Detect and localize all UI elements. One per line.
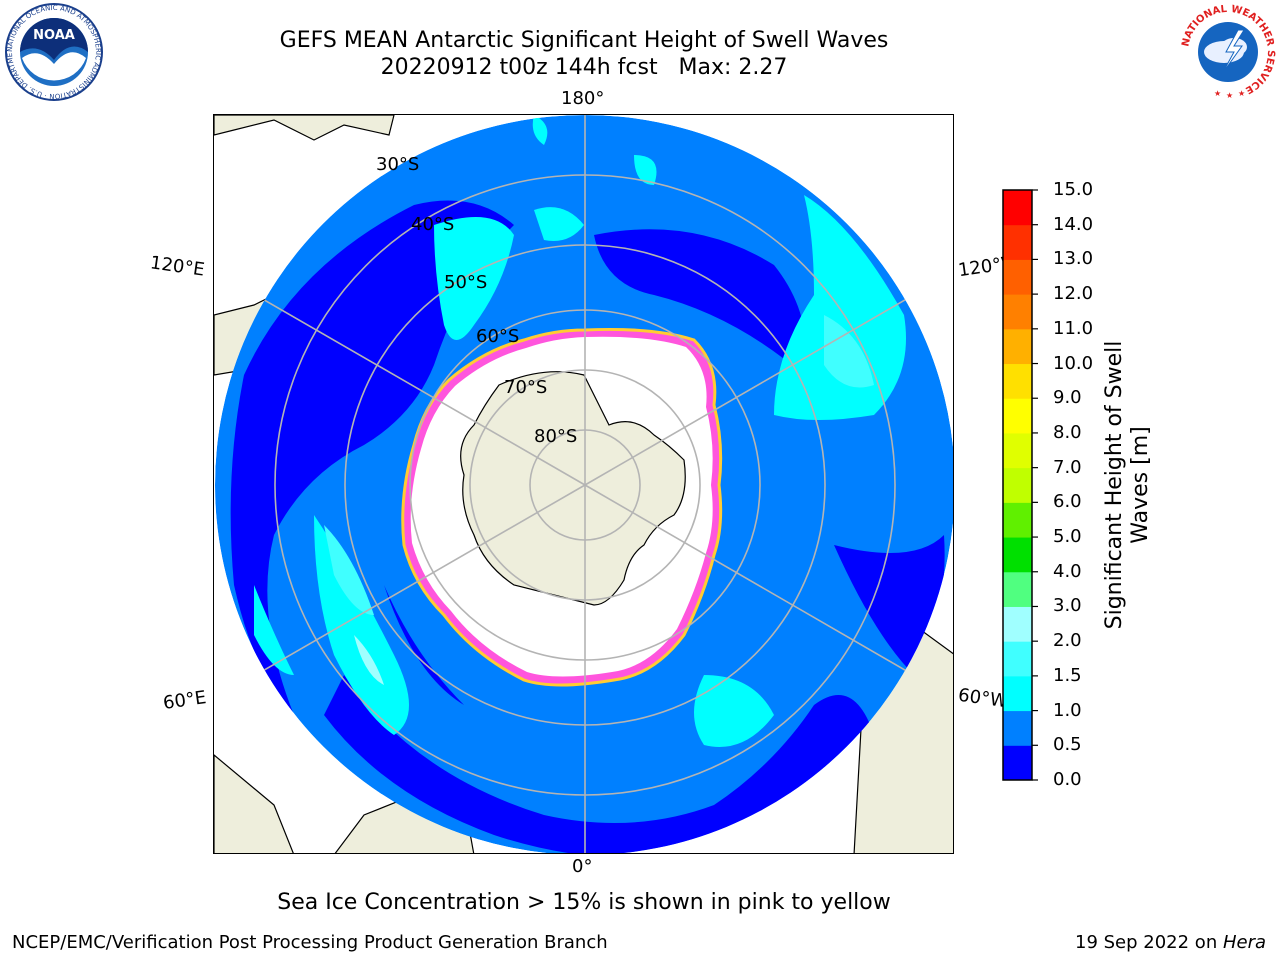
lon-label-0: 0°	[572, 856, 593, 877]
lon-label-120e: 120°E	[148, 252, 206, 281]
colorbar-tick-label: 0.0	[1053, 769, 1082, 790]
lat-label-30s: 30°S	[376, 154, 419, 175]
colorbar-tick-label: 15.0	[1053, 179, 1094, 200]
lat-label-70s: 70°S	[504, 377, 547, 398]
colorbar-segment	[1003, 502, 1032, 538]
colorbar-tick-label: 2.0	[1053, 630, 1082, 652]
lat-label-40s: 40°S	[411, 214, 454, 235]
lon-label-60e: 60°E	[161, 687, 208, 714]
colorbar-frame	[1002, 189, 1033, 781]
colorbar-tick-label: 12.0	[1053, 283, 1094, 305]
colorbar-label: Significant Height of Swell Waves [m]	[1102, 340, 1153, 630]
colorbar-segment	[1003, 606, 1032, 642]
colorbar-tick-label: 1.5	[1053, 664, 1082, 686]
colorbar-segment	[1003, 398, 1032, 434]
svg-text:★: ★	[1238, 89, 1245, 98]
colorbar-tick-label: 6.0	[1053, 491, 1082, 513]
colorbar-tick-label: 11.0	[1053, 317, 1094, 339]
colorbar-segment	[1003, 467, 1032, 503]
colorbar-tick-label: 4.0	[1053, 560, 1082, 582]
colorbar-tick-label: 13.0	[1053, 248, 1094, 270]
colorbar	[1002, 188, 1042, 786]
swell-low	[230, 200, 945, 853]
colorbar-segment	[1003, 328, 1032, 365]
swell-peak	[354, 635, 384, 685]
colorbar-segment	[1003, 537, 1032, 573]
lon-label-180: 180°	[561, 88, 605, 109]
colorbar-tick-label: 1.0	[1053, 699, 1082, 721]
colorbar-segment	[1003, 571, 1032, 607]
sea-ice-note: Sea Ice Concentration > 15% is shown in …	[277, 890, 891, 915]
lat-label-60s: 60°S	[476, 326, 519, 347]
colorbar-tick-label: 5.0	[1053, 526, 1082, 548]
polar-map: 30°S 40°S 50°S 60°S 70°S 80°S	[213, 114, 954, 854]
svg-text:★: ★	[1214, 89, 1221, 98]
noaa-logo-text: NOAA	[33, 28, 75, 43]
colorbar-tick-label: 8.0	[1053, 421, 1082, 443]
colorbar-segment	[1003, 710, 1032, 746]
swell-high	[324, 315, 874, 615]
colorbar-tick-label: 3.0	[1053, 595, 1082, 617]
colorbar-segment	[1003, 675, 1032, 712]
noaa-logo: NATIONAL OCEANIC AND ATMOSPHERIC ADMINIS…	[1, 0, 104, 106]
colorbar-segment	[1003, 259, 1032, 295]
colorbar-segment	[1003, 745, 1032, 781]
meridians	[215, 115, 953, 853]
colorbar-segment	[1003, 432, 1032, 469]
svg-text:★: ★	[1226, 91, 1233, 100]
colorbar-tick-label: 10.0	[1053, 352, 1094, 374]
colorbar-tick-label: 14.0	[1053, 213, 1094, 235]
colorbar-segment	[1003, 363, 1032, 399]
colorbar-segment	[1003, 641, 1032, 677]
colorbar-tick-label: 9.0	[1053, 387, 1082, 409]
chart-title: GEFS MEAN Antarctic Significant Height o…	[279, 28, 889, 53]
footer-date: 19 Sep 2022 on Hera	[1075, 932, 1266, 953]
antarctica	[460, 371, 686, 606]
lat-label-80s: 80°S	[534, 426, 577, 447]
colorbar-segment	[1003, 294, 1032, 330]
chart-subtitle: 20220912 t00z 144h fcst Max: 2.27	[380, 55, 788, 80]
colorbar-tick-label: 7.0	[1053, 456, 1082, 478]
nws-logo: NATIONAL WEATHER SERVICE ★ ★ ★	[1176, 2, 1280, 106]
colorbar-tick-label: 0.5	[1053, 734, 1082, 756]
colorbar-segment	[1003, 224, 1032, 260]
lat-label-50s: 50°S	[444, 272, 487, 293]
footer-credit: NCEP/EMC/Verification Post Processing Pr…	[12, 932, 608, 953]
colorbar-segment	[1003, 190, 1032, 226]
